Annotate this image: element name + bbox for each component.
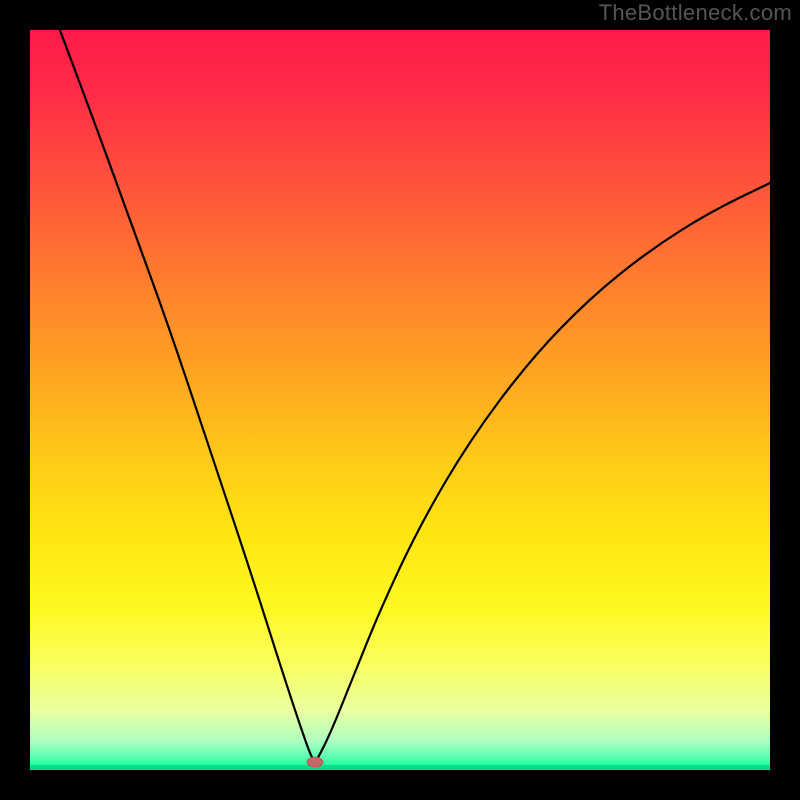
optimal-band [30,765,770,770]
watermark-text: TheBottleneck.com [599,0,792,26]
gradient-background [30,30,770,770]
optimal-point-marker [307,757,323,767]
bottleneck-chart [30,30,770,770]
chart-svg [30,30,770,770]
